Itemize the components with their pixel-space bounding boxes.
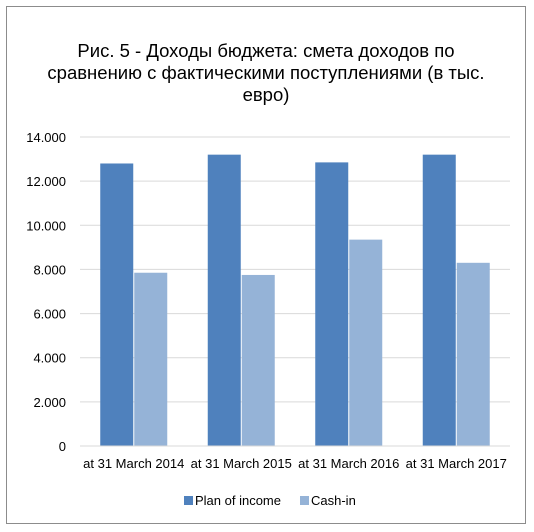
y-tick-label: 14.000 xyxy=(26,130,66,145)
y-axis: 0 2.000 4.000 6.000 8.000 10.000 12.000 14.000 xyxy=(26,130,66,454)
legend-swatch xyxy=(184,496,193,505)
x-tick-label: at 31 March 2017 xyxy=(406,456,507,471)
bars xyxy=(100,154,490,446)
legend: Plan of income Cash-in xyxy=(184,493,356,508)
y-tick-label: 10.000 xyxy=(26,218,66,233)
bar-cash xyxy=(349,239,383,446)
bar-plan xyxy=(422,154,456,446)
bar-plan xyxy=(100,163,134,446)
bar-cash xyxy=(241,274,275,446)
x-tick-label: at 31 March 2015 xyxy=(191,456,292,471)
x-axis: at 31 March 2014 at 31 March 2015 at 31 Ma… xyxy=(80,445,510,471)
y-tick-label: 12.000 xyxy=(26,174,66,189)
y-tick-label: 4.000 xyxy=(33,351,66,366)
y-tick-label: 0 xyxy=(59,439,66,454)
legend-swatch xyxy=(300,496,309,505)
legend-label: Cash-in xyxy=(311,493,356,508)
legend-label: Plan of income xyxy=(195,493,281,508)
bar-plan xyxy=(207,154,241,446)
bar-cash xyxy=(456,262,490,446)
bar-cash xyxy=(134,272,168,446)
y-tick-label: 8.000 xyxy=(33,262,66,277)
y-tick-label: 6.000 xyxy=(33,307,66,322)
x-tick-label: at 31 March 2016 xyxy=(298,456,399,471)
y-tick-label: 2.000 xyxy=(33,395,66,410)
chart-title: Рис. 5 - Доходы бюджета: смета доходов п… xyxy=(47,40,485,105)
bar-plan xyxy=(315,162,349,446)
x-tick-label: at 31 March 2014 xyxy=(83,456,184,471)
